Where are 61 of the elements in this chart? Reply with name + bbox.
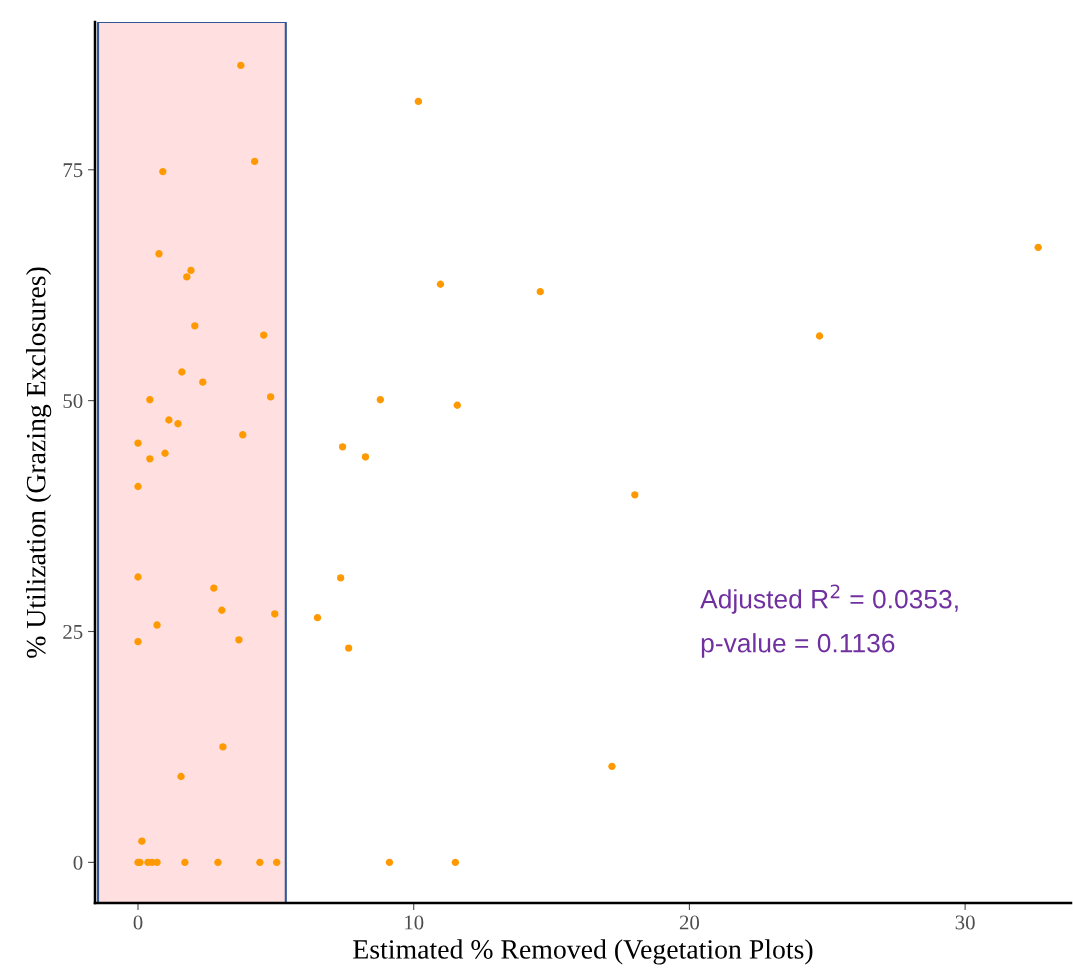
point: [134, 439, 142, 447]
point: [181, 858, 189, 867]
point: [414, 97, 423, 106]
point: [191, 322, 199, 330]
x-axis-title: Estimated % Removed (Vegetation Plots): [353, 939, 813, 965]
point: [183, 273, 191, 281]
point: [266, 393, 275, 401]
point: [199, 378, 207, 386]
point: [273, 858, 281, 867]
point: [1034, 243, 1042, 251]
point: [219, 743, 227, 751]
point: [178, 368, 186, 376]
point: [218, 606, 226, 614]
point: [451, 858, 460, 867]
y-axis-title: % Utilization (Grazing Exclosures): [25, 267, 52, 658]
point: [134, 482, 142, 491]
point: [159, 167, 167, 176]
point: [155, 250, 163, 258]
point: [815, 332, 824, 340]
point: [187, 266, 195, 275]
point: [631, 491, 639, 499]
point: [385, 858, 394, 867]
x-tick-label: 20: [679, 915, 700, 930]
point: [338, 443, 347, 451]
point: [146, 455, 154, 463]
point: [436, 280, 445, 288]
point: [153, 858, 161, 867]
point: [608, 762, 616, 770]
point: [161, 449, 169, 457]
point: [313, 613, 322, 622]
point: [361, 453, 370, 461]
point: [235, 636, 243, 644]
point: [376, 396, 385, 404]
point: [239, 431, 247, 439]
point: [271, 610, 279, 618]
point: [237, 61, 245, 70]
point: [453, 401, 461, 409]
point: [250, 157, 259, 166]
point: [260, 331, 268, 339]
x-tick-label: 30: [955, 915, 975, 930]
point: [336, 574, 345, 582]
point: [536, 287, 544, 296]
point: [256, 858, 264, 867]
point: [214, 858, 222, 867]
point: [165, 416, 173, 424]
x-tick-label: 10: [405, 915, 424, 930]
point: [177, 772, 185, 781]
point: [138, 837, 146, 845]
point: [134, 637, 142, 646]
point: [153, 621, 161, 629]
point: [174, 420, 182, 428]
point: [344, 644, 353, 652]
y-tick-label: 25: [63, 624, 83, 639]
y-tick-label: 0: [73, 855, 83, 870]
y-tick-label: 50: [63, 394, 83, 409]
point: [146, 396, 154, 404]
y-tick-label: 75: [63, 163, 83, 178]
x-tick-label: 0: [133, 915, 143, 930]
point: [210, 584, 218, 592]
annotation: Adjusted R$^{2}$ = 0.0353, p-value = 0.1136: [700, 584, 958, 658]
point: [134, 573, 142, 581]
